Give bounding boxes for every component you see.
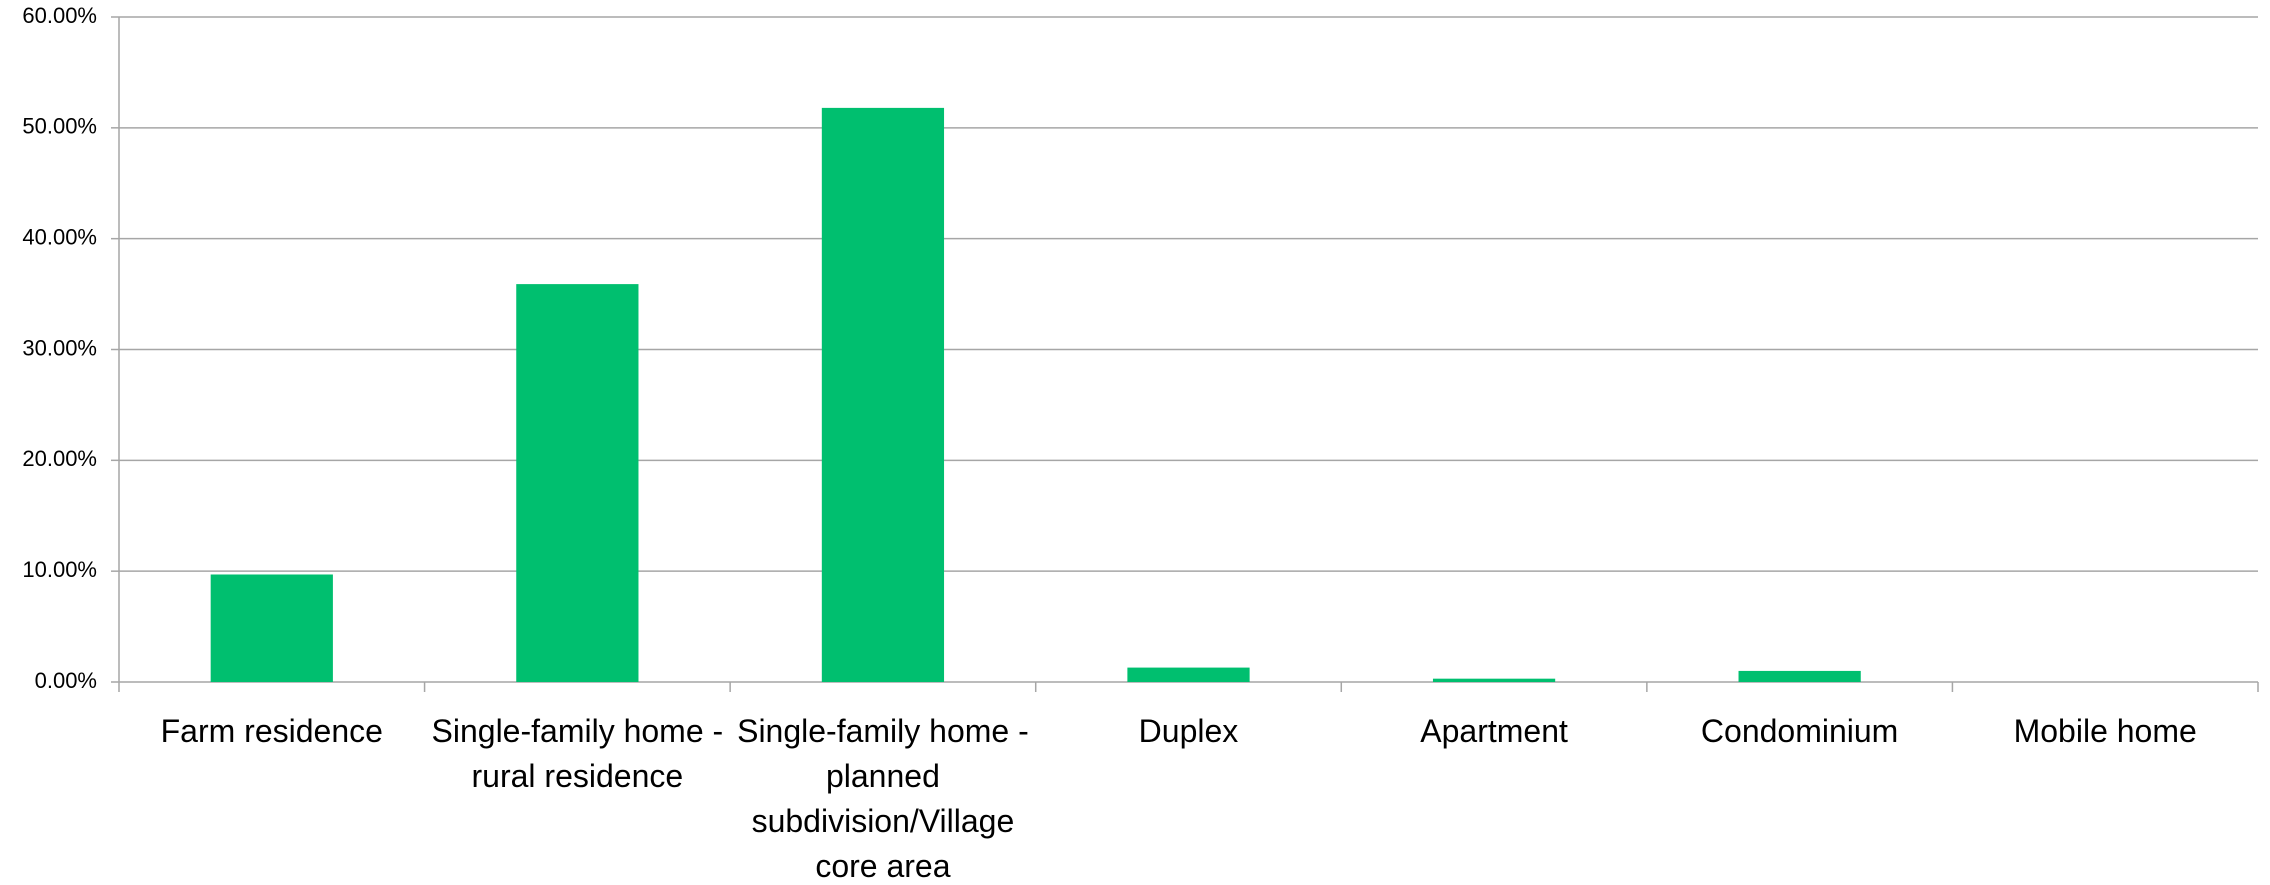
x-tick-label: Single-family home - planned subdivision… xyxy=(737,713,1029,884)
y-tick-label: 10.00% xyxy=(22,557,97,582)
y-tick-label: 30.00% xyxy=(22,335,97,360)
y-tick-label: 40.00% xyxy=(22,224,97,249)
bar xyxy=(516,284,639,682)
bar xyxy=(210,574,333,682)
x-tick-label: Mobile home xyxy=(2013,713,2197,749)
bar xyxy=(1127,667,1250,682)
x-tick-label: Farm residence xyxy=(160,713,383,749)
bar xyxy=(821,107,945,683)
bar xyxy=(1432,678,1556,682)
y-tick-label: 20.00% xyxy=(22,446,97,471)
y-tick-label: 50.00% xyxy=(22,114,97,139)
y-tick-label: 0.00% xyxy=(35,668,97,693)
x-tick-label: Apartment xyxy=(1420,713,1568,749)
x-tick-label: Duplex xyxy=(1138,713,1239,749)
x-tick-label: Condominium xyxy=(1700,713,1899,749)
y-tick-label: 60.00% xyxy=(22,3,97,28)
bar xyxy=(1738,670,1861,682)
x-tick-label: Single-family home - rural residence xyxy=(431,713,724,794)
